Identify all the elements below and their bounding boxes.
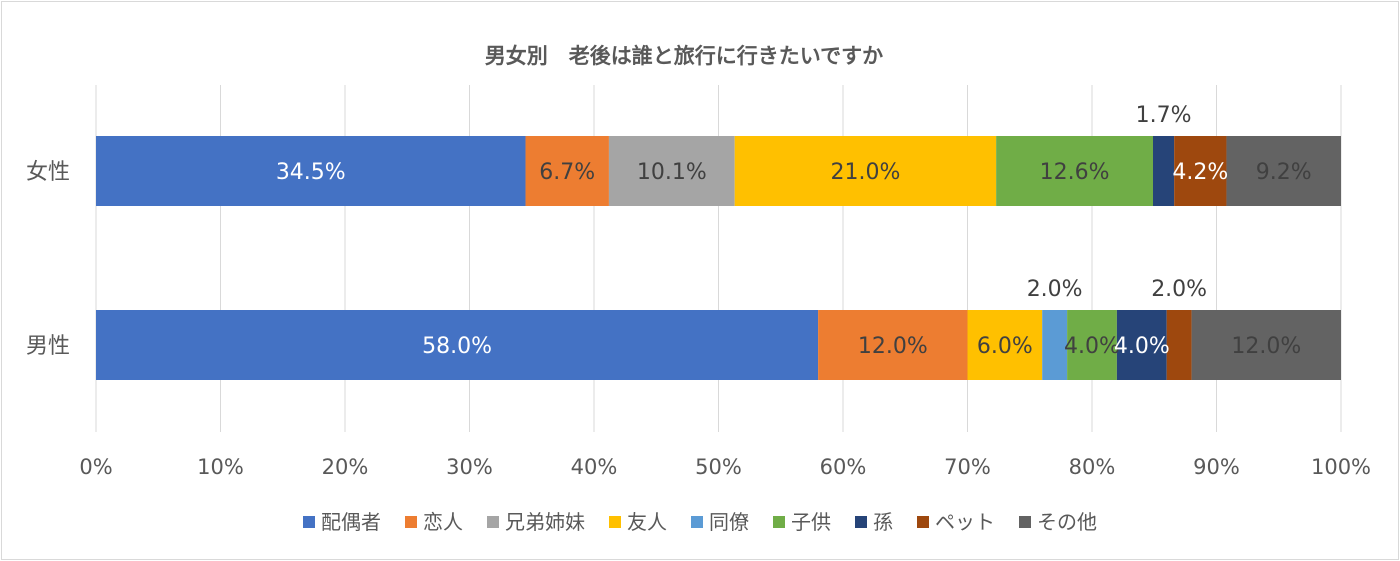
- legend-swatch: [1019, 516, 1031, 528]
- legend-swatch: [917, 516, 929, 528]
- bar-segment: [734, 136, 997, 206]
- data-label: 2.0%: [1027, 277, 1083, 302]
- category-label: 女性: [26, 160, 70, 185]
- legend-label: 兄弟姉妹: [505, 510, 585, 534]
- bar-segment: [1166, 310, 1192, 380]
- bar-segment: [1191, 310, 1341, 380]
- data-label: 4.0%: [1114, 334, 1170, 359]
- legend-swatch: [855, 516, 867, 528]
- bar-segment: [1153, 136, 1175, 206]
- data-label: 10.1%: [637, 160, 707, 185]
- bars: [96, 136, 1341, 380]
- x-tick-label: 70%: [944, 455, 991, 479]
- data-label: 9.2%: [1256, 160, 1312, 185]
- x-tick-label: 40%: [571, 455, 618, 479]
- legend-label: その他: [1037, 510, 1097, 534]
- data-label: 2.0%: [1151, 277, 1207, 302]
- legend-label: 友人: [627, 510, 667, 534]
- bar-segment: [1067, 310, 1117, 380]
- data-label: 34.5%: [276, 160, 346, 185]
- legend-swatch: [691, 516, 703, 528]
- chart-title: 男女別 老後は誰と旅行に行きたいですか: [485, 44, 883, 68]
- legend-swatch: [487, 516, 499, 528]
- x-tick-label: 100%: [1311, 455, 1371, 479]
- data-labels: 34.5% 6.7% 10.1% 21.0% 12.6% 1.7% 4.2% 9.2% 58.0…: [276, 103, 1312, 359]
- data-label: 6.0%: [977, 334, 1033, 359]
- x-tick-label: 20%: [322, 455, 369, 479]
- x-axis-ticks: 0% 10% 20% 30% 40% 50% 60% 70% 80% 90% 100%: [79, 455, 1371, 479]
- x-tick-label: 30%: [446, 455, 493, 479]
- x-tick-label: 90%: [1193, 455, 1240, 479]
- legend-label: 同僚: [709, 510, 749, 534]
- data-label: 21.0%: [830, 160, 900, 185]
- bar-segment: [1116, 310, 1167, 380]
- bar-segment: [1226, 136, 1341, 206]
- bar-segment: [818, 310, 968, 380]
- legend-label: 孫: [873, 510, 893, 534]
- bar-segment: [525, 136, 609, 206]
- bar-segment: [1174, 136, 1227, 206]
- legend-swatch: [405, 516, 417, 528]
- x-tick-label: 10%: [197, 455, 244, 479]
- bar-segment: [967, 310, 1043, 380]
- data-label: 4.0%: [1064, 334, 1120, 359]
- data-label: 1.7%: [1136, 103, 1192, 128]
- data-label: 6.7%: [539, 160, 595, 185]
- legend-label: 子供: [791, 510, 831, 534]
- legend-label: 配偶者: [321, 510, 381, 534]
- legend-swatch: [773, 516, 785, 528]
- data-label: 12.6%: [1040, 160, 1110, 185]
- bar-segment: [96, 136, 526, 206]
- x-tick-label: 80%: [1069, 455, 1116, 479]
- legend-label: ペット: [935, 510, 995, 534]
- legend-swatch: [609, 516, 621, 528]
- legend: 配偶者 恋人 兄弟姉妹 友人 同僚 子供 孫 ペット その他: [303, 510, 1097, 534]
- bar-segment: [1042, 310, 1068, 380]
- x-tick-label: 0%: [79, 455, 112, 479]
- data-label: 4.2%: [1172, 160, 1228, 185]
- bar-segment: [996, 136, 1154, 206]
- x-tick-label: 50%: [695, 455, 742, 479]
- data-label: 58.0%: [422, 334, 492, 359]
- bar-segment: [608, 136, 735, 206]
- legend-label: 恋人: [423, 510, 463, 534]
- x-tick-label: 60%: [820, 455, 867, 479]
- legend-swatch: [303, 516, 315, 528]
- category-label: 男性: [26, 334, 70, 359]
- bar-segment: [96, 310, 819, 380]
- data-label: 12.0%: [1231, 334, 1301, 359]
- data-label: 12.0%: [858, 334, 928, 359]
